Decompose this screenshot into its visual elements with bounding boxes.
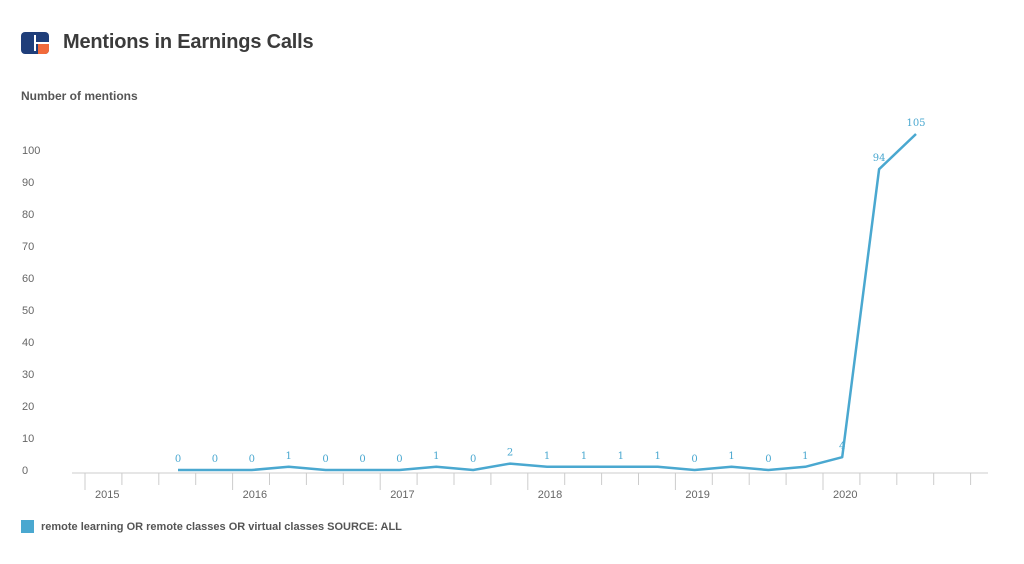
data-label: 0	[212, 454, 218, 465]
data-label: 0	[765, 454, 771, 465]
x-tick-label: 2018	[538, 489, 562, 501]
x-tick-label: 2020	[833, 489, 857, 501]
data-label: 1	[286, 451, 292, 462]
data-label: 1	[728, 451, 734, 462]
y-tick-label: 0	[22, 465, 28, 477]
data-label: 0	[249, 454, 255, 465]
data-label: 0	[322, 454, 328, 465]
data-label: 0	[470, 454, 476, 465]
x-tick-label: 2015	[95, 489, 119, 501]
y-tick-label: 40	[22, 337, 34, 349]
x-tick-label: 2017	[390, 489, 414, 501]
x-tick-label: 2016	[243, 489, 267, 501]
y-tick-label: 30	[22, 369, 34, 381]
y-tick-label: 10	[22, 433, 34, 445]
y-tick-label: 20	[22, 401, 34, 413]
series-line	[178, 133, 917, 472]
x-tick-label: 2019	[685, 489, 709, 501]
y-tick-label: 90	[22, 177, 34, 189]
y-tick-label: 100	[22, 145, 40, 157]
y-tick-label: 50	[22, 305, 34, 317]
data-label: 4	[839, 441, 845, 452]
data-label: 1	[581, 451, 587, 462]
y-tick-label: 80	[22, 209, 34, 221]
y-axis-label: Number of mentions	[21, 89, 138, 103]
data-label: 2	[507, 448, 513, 459]
y-tick-label: 60	[22, 273, 34, 285]
data-label: 1	[433, 451, 439, 462]
data-label: 1	[655, 451, 661, 462]
data-label: 1	[802, 451, 808, 462]
data-label: 1	[618, 451, 624, 462]
brand-logo-icon	[21, 32, 49, 54]
chart-title: Mentions in Earnings Calls	[63, 31, 314, 53]
legend[interactable]: remote learning OR remote classes OR vir…	[21, 520, 402, 533]
legend-swatch	[21, 520, 34, 533]
data-label: 94	[873, 153, 886, 164]
data-label: 0	[359, 454, 365, 465]
y-tick-label: 70	[22, 241, 34, 253]
data-label: 1	[544, 451, 550, 462]
data-label: 0	[396, 454, 402, 465]
data-label: 0	[691, 454, 697, 465]
data-label: 105	[906, 118, 925, 129]
legend-label: remote learning OR remote classes OR vir…	[41, 520, 402, 533]
data-label: 0	[175, 454, 181, 465]
